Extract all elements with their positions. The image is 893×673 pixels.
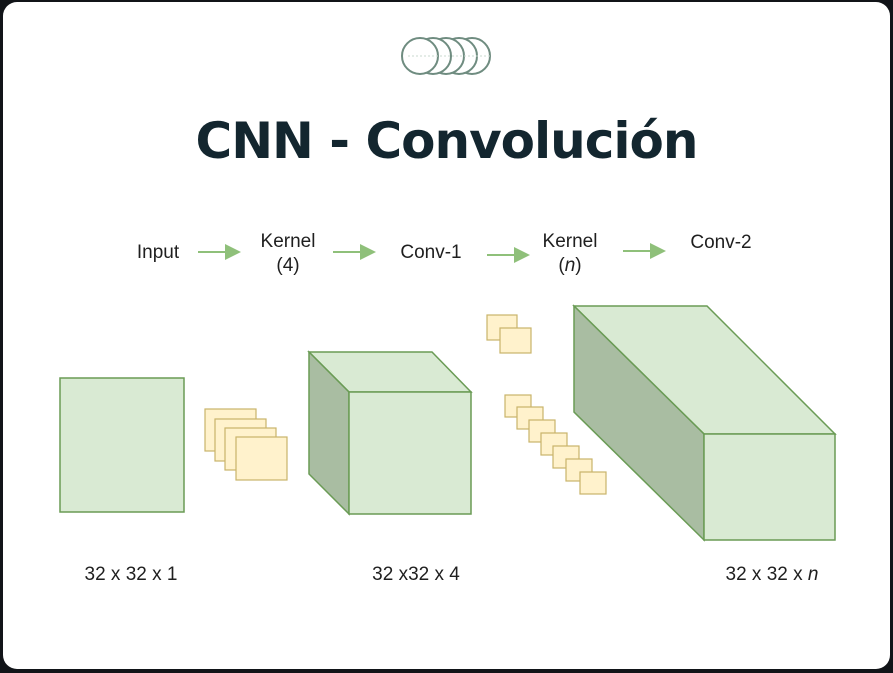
conv1-block	[307, 350, 473, 516]
label-kernel-2-top: Kernel	[542, 231, 598, 252]
label-kernel-2-bottom: (n)	[530, 254, 610, 278]
label-input-text: Input	[136, 242, 180, 263]
label-input: Input	[121, 241, 195, 265]
dimension-conv2-var: n	[807, 564, 819, 585]
kernel-stack-4	[204, 408, 288, 481]
dimension-conv2-prefix: 32 x 32 x	[725, 564, 808, 585]
label-kernel-2: Kernel (n)	[530, 230, 610, 278]
label-kernel-1: Kernel (4)	[248, 230, 328, 278]
label-kernel-1-bottom: (4)	[276, 255, 300, 276]
diagram-canvas	[59, 37, 837, 542]
kernel-chain-n	[504, 394, 607, 495]
input-layer-block	[59, 377, 185, 513]
kernel-2-paren-close: )	[575, 255, 582, 276]
label-conv2: Conv-2	[676, 231, 766, 255]
dimension-conv1: 32 x32 x 4	[372, 564, 460, 585]
dimension-conv2: 32 x 32 x n	[697, 564, 847, 586]
kernel-2-var: n	[564, 255, 576, 276]
kernel-pair	[486, 314, 532, 354]
label-conv1-text: Conv-1	[400, 242, 462, 263]
kernel-2-paren-open: (	[558, 255, 565, 276]
label-conv2-text: Conv-2	[690, 232, 752, 253]
slide: CNN - Convolución Input Kernel (4) Conv-…	[3, 2, 890, 669]
conv2-block	[572, 304, 837, 542]
label-kernel-1-top: Kernel	[260, 231, 316, 252]
page-title: CNN - Convolución	[195, 112, 699, 170]
dimension-input: 32 x 32 x 1	[84, 564, 178, 585]
label-conv1: Conv-1	[386, 241, 476, 265]
overlapping-circles-logo	[401, 37, 491, 75]
